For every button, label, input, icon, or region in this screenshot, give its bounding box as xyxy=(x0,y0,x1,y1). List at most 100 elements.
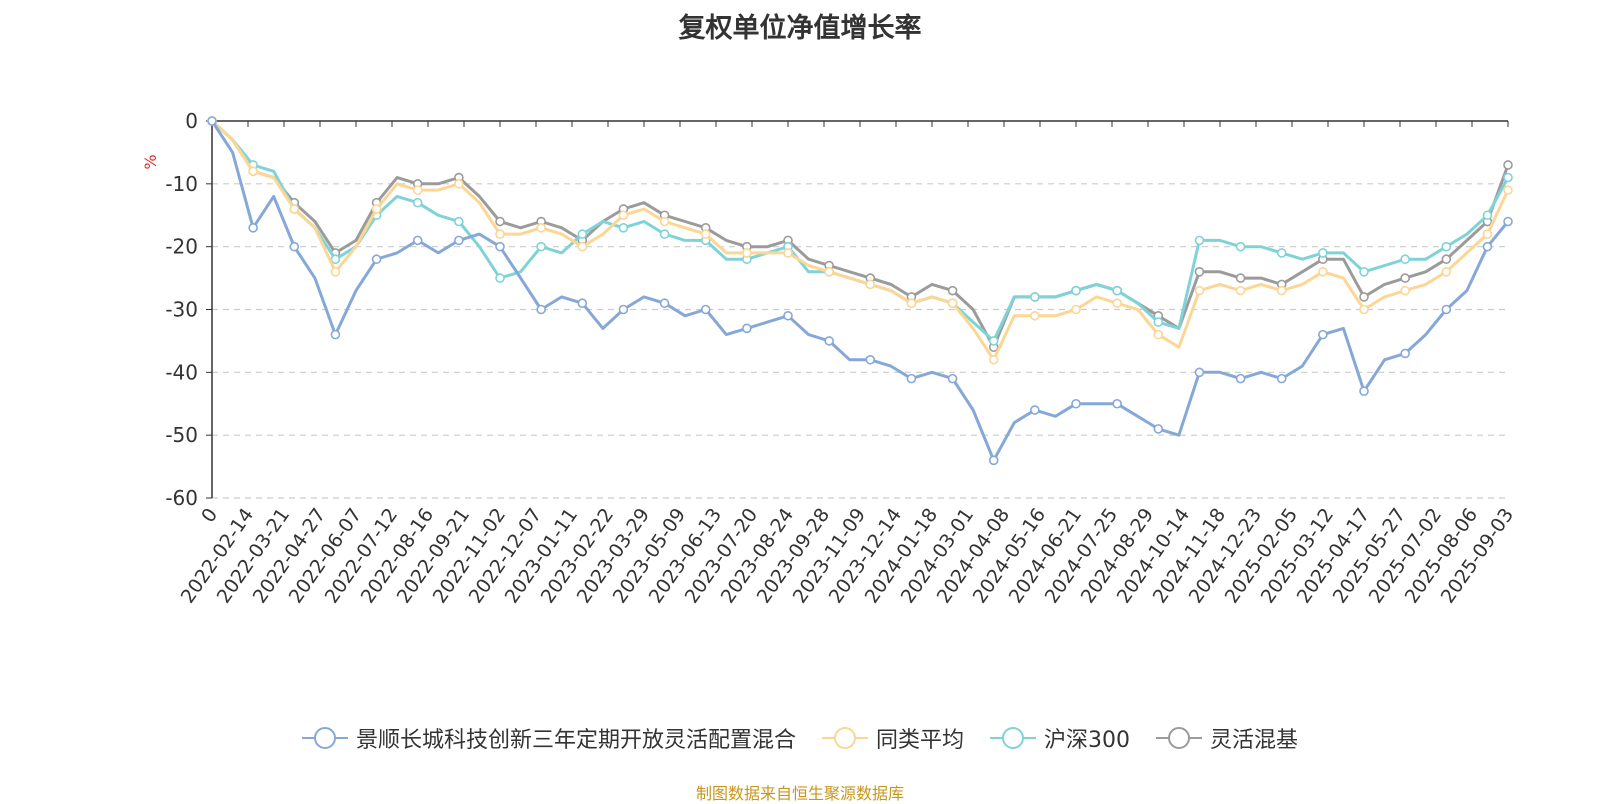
data-point xyxy=(783,248,793,258)
data-point xyxy=(1112,298,1122,309)
data-point xyxy=(289,204,300,214)
data-point xyxy=(700,229,711,239)
series-3 xyxy=(207,116,1513,353)
data-point xyxy=(207,116,217,126)
data-point xyxy=(742,248,752,258)
series-line xyxy=(210,119,1510,349)
legend-label-fund: 景顺长城科技创新三年定期开放灵活配置混合 xyxy=(355,728,796,753)
series-line xyxy=(210,119,1510,362)
data-point xyxy=(1194,266,1205,277)
data-point xyxy=(330,266,341,277)
data-point xyxy=(1359,386,1369,396)
data-point xyxy=(330,329,341,340)
data-point xyxy=(1153,317,1164,327)
data-point xyxy=(1235,373,1246,384)
data-point xyxy=(824,336,834,346)
data-point xyxy=(1235,241,1246,252)
data-point xyxy=(947,373,958,384)
series-line xyxy=(210,119,1510,343)
data-point xyxy=(536,241,546,252)
data-point xyxy=(1235,273,1246,283)
data-point xyxy=(618,210,629,221)
data-point xyxy=(783,310,793,321)
data-point xyxy=(371,204,382,214)
y-tick-label: -10 xyxy=(165,172,198,196)
data-point xyxy=(536,304,546,315)
data-point xyxy=(248,223,258,233)
data-point xyxy=(1030,292,1040,302)
data-point xyxy=(1503,185,1513,195)
data-point xyxy=(495,229,505,239)
data-point xyxy=(1112,398,1122,409)
y-tick-label: -40 xyxy=(165,360,198,384)
data-point xyxy=(1400,285,1410,296)
data-point xyxy=(371,254,382,265)
data-point xyxy=(1318,266,1328,277)
data-point xyxy=(1400,254,1410,265)
data-point xyxy=(1482,229,1493,239)
x-tick-label: 0 xyxy=(197,504,222,527)
data-point xyxy=(1071,285,1081,296)
data-point xyxy=(1503,172,1513,183)
data-point xyxy=(988,455,999,466)
legend-swatch-flexible-mixed xyxy=(1156,726,1202,750)
data-point xyxy=(1235,285,1246,296)
data-point xyxy=(1441,254,1452,265)
legend: 景顺长城科技创新三年定期开放灵活配置混合 同类平均 沪深300 灵活混基 xyxy=(0,722,1600,754)
data-point xyxy=(947,285,958,296)
legend-swatch-csi300 xyxy=(990,726,1036,750)
series-0 xyxy=(207,116,1513,466)
data-point xyxy=(1276,248,1287,258)
data-point xyxy=(865,354,876,365)
chart-title: 复权单位净值增长率 xyxy=(678,13,922,44)
series-line xyxy=(210,120,1510,462)
y-tick-label: -50 xyxy=(165,423,198,447)
data-point xyxy=(1441,241,1452,252)
data-point xyxy=(659,216,670,227)
y-tick-label: -60 xyxy=(165,486,198,510)
data-point xyxy=(824,266,834,277)
data-point xyxy=(1400,348,1410,359)
data-point xyxy=(289,241,300,252)
data-point xyxy=(412,235,423,246)
data-point xyxy=(1482,210,1493,221)
data-point xyxy=(1030,405,1040,415)
data-point xyxy=(659,298,670,309)
legend-swatch-fund xyxy=(301,726,348,750)
data-point xyxy=(1153,329,1164,340)
data-point xyxy=(1071,398,1081,409)
legend-item-peer-average[interactable]: 同类平均 xyxy=(821,722,964,754)
data-point xyxy=(1359,292,1369,302)
data-point xyxy=(1359,304,1369,315)
data-point xyxy=(1503,216,1513,227)
data-point xyxy=(742,323,752,334)
data-point xyxy=(1276,373,1287,384)
legend-label-peer-average: 同类平均 xyxy=(875,728,964,753)
data-point xyxy=(1503,160,1513,170)
data-point xyxy=(1194,367,1205,378)
data-point xyxy=(1276,285,1287,296)
data-point xyxy=(1318,329,1328,340)
data-point xyxy=(412,185,423,195)
data-point xyxy=(454,179,464,189)
legend-item-fund[interactable]: 景顺长城科技创新三年定期开放灵活配置混合 xyxy=(301,722,796,754)
data-point xyxy=(1153,424,1164,434)
legend-item-flexible-mixed[interactable]: 灵活混基 xyxy=(1156,722,1298,754)
legend-label-flexible-mixed: 灵活混基 xyxy=(1210,728,1299,753)
data-point xyxy=(1441,304,1452,315)
data-point xyxy=(454,235,464,246)
data-point xyxy=(1112,285,1122,296)
data-point xyxy=(1194,285,1205,296)
y-axis-unit-label: % xyxy=(141,154,160,169)
data-point xyxy=(988,354,999,365)
data-point xyxy=(659,229,670,239)
data-point xyxy=(947,298,958,309)
data-point xyxy=(1030,310,1040,321)
data-point xyxy=(495,216,505,227)
line-chart: 0-10-20-30-40-50-60%02022-02-142022-03-2… xyxy=(141,109,1518,607)
data-point xyxy=(906,373,917,384)
data-point xyxy=(454,216,464,227)
legend-item-csi300[interactable]: 沪深300 xyxy=(990,722,1130,754)
data-point xyxy=(536,223,546,233)
data-point xyxy=(330,254,341,265)
